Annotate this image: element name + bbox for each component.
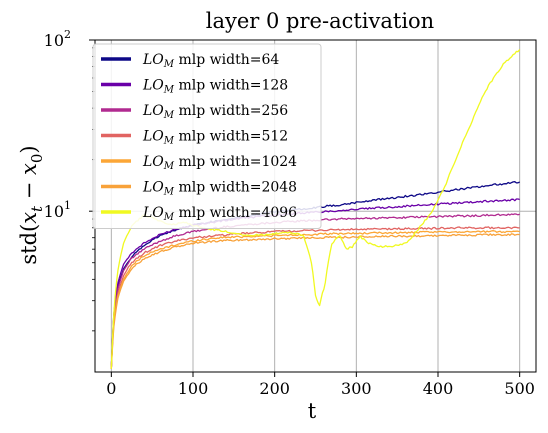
legend-label: LOM mlp width=128 [142,78,288,96]
legend-box [92,43,322,229]
axis-ticks: 0 100 200 300 400 500 101 102 [44,28,535,398]
legend-label: LOM mlp width=256 [142,103,288,121]
series-line [110,230,520,369]
series-line [110,226,520,369]
y-axis-label: std(xt − x0) [17,145,46,264]
x-tick-label: 500 [504,379,535,398]
legend-label: LOM mlp width=4096 [142,205,297,223]
svg-text:std(xt − x0): std(xt − x0) [17,145,46,264]
series-line [110,233,520,369]
x-axis-label: t [308,399,317,423]
x-tick-label: 0 [106,379,116,398]
legend-label: LOM mlp width=512 [142,129,288,147]
legend-label: LOM mlp width=1024 [142,154,297,172]
x-tick-label: 100 [178,379,209,398]
legend-label: LOM mlp width=64 [142,52,279,70]
y-tick-label: 101 [44,199,71,221]
legend-label: LOM mlp width=2048 [142,180,297,198]
chart-title: layer 0 pre-activation [206,9,434,33]
legend: LOM mlp width=64 LOM mlp width=128 LOM mlp… [92,43,322,229]
x-tick-label: 200 [259,379,290,398]
x-tick-label: 400 [423,379,454,398]
x-tick-label: 300 [341,379,372,398]
y-tick-label: 102 [44,28,71,50]
